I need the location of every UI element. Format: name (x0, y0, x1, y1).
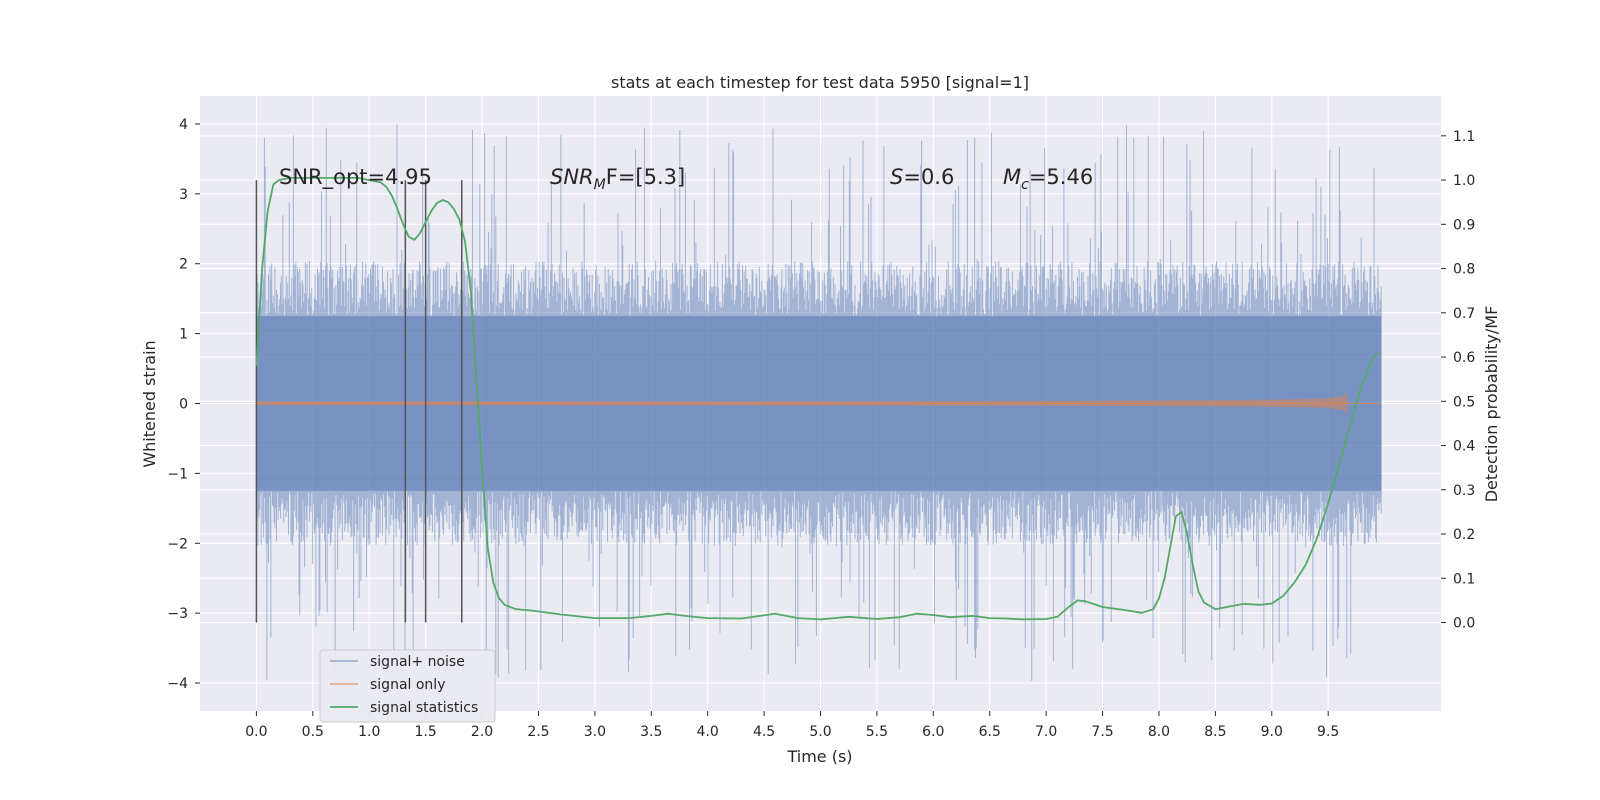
y-right-tick-label: 1.1 (1453, 129, 1475, 145)
y-right-tick-label: 0.2 (1453, 527, 1475, 543)
x-tick-label: 1.5 (415, 724, 437, 740)
y-left-tick-label: 0 (179, 397, 188, 413)
x-tick-label: 8.5 (1204, 724, 1226, 740)
chirp-envelope (256, 392, 1348, 413)
x-tick-label: 0.5 (302, 724, 324, 740)
x-tick-label: 1.0 (358, 724, 380, 740)
y-left-tick-label: −3 (167, 606, 188, 622)
y-left-tick-label: −4 (167, 676, 188, 692)
x-tick-label: 0.0 (245, 724, 267, 740)
statistics-line (255, 176, 1380, 621)
y-right-tick-label: 0.9 (1453, 217, 1475, 233)
legend-label-signal-noise: signal+ noise (370, 654, 465, 670)
x-tick-label: 9.0 (1261, 724, 1283, 740)
annotation-s-val: =0.6 (903, 165, 954, 189)
x-tick-label: 5.5 (866, 724, 888, 740)
x-tick-label: 7.5 (1091, 724, 1113, 740)
y-right-tick-label: 0.3 (1453, 483, 1475, 499)
annotation-mc-val: =5.46 (1029, 165, 1093, 189)
x-tick-label: 6.5 (979, 724, 1001, 740)
y-ticks-right: 1.1 1.0 0.9 0.8 0.7 0.6 0.5 0.4 0.3 0.2 0.1 0.0 (1441, 129, 1475, 632)
y-ticks-left: 4 3 2 1 0 −1 −2 −3 −4 (167, 117, 200, 692)
legend-label-signal-only: signal only (370, 677, 445, 693)
y-right-tick-label: 0.6 (1453, 350, 1475, 366)
y-right-tick-label: 0.0 (1453, 616, 1475, 632)
y-right-tick-label: 1.0 (1453, 173, 1475, 189)
chart-title: stats at each timestep for test data 595… (611, 73, 1029, 92)
series-signal-statistics (255, 176, 1380, 621)
y-left-tick-label: −2 (167, 536, 188, 552)
legend-box (319, 649, 496, 723)
legend-label-signal-statistics: signal statistics (370, 700, 478, 716)
annotation-snr-mf-tail: F=[5.3] (606, 165, 685, 189)
annotation-mc: Mc=5.46 (1003, 165, 1093, 193)
y-right-tick-label: 0.5 (1453, 394, 1475, 410)
x-tick-label: 3.0 (584, 724, 606, 740)
x-tick-label: 2.0 (471, 724, 493, 740)
y-right-tick-label: 0.4 (1453, 439, 1475, 455)
y-right-tick-label: 0.7 (1453, 306, 1475, 322)
y-left-tick-label: 4 (179, 117, 188, 133)
legend: signal+ noise signal only signal statist… (319, 649, 496, 723)
y-left-tick-label: 1 (179, 327, 188, 343)
x-tick-label: 9.5 (1317, 724, 1339, 740)
annotation-snr-mf: SNRMF=[5.3] (550, 165, 685, 193)
x-tick-label: 2.5 (527, 724, 549, 740)
y-axis-label-right: Detection probability/MF (1482, 306, 1501, 503)
x-tick-label: 3.5 (640, 724, 662, 740)
annotation-mc-sub: c (1021, 177, 1029, 193)
x-tick-label: 4.0 (697, 724, 719, 740)
annotation-snr-opt: SNR_opt=4.95 (279, 165, 432, 190)
y-right-tick-label: 0.1 (1453, 571, 1475, 587)
annotation-snr-mf-sub: M (594, 177, 606, 193)
x-tick-label: 4.5 (753, 724, 775, 740)
x-tick-label: 8.0 (1148, 724, 1170, 740)
x-ticks: 0.0 0.5 1.0 1.5 2.0 2.5 3.0 3.5 4.0 4.5 5.0 5.5 6.0 6… (245, 711, 1339, 740)
annotation-mc-main: M (1003, 165, 1021, 189)
y-left-tick-label: 2 (179, 257, 188, 273)
annotation-s-var: S (890, 165, 903, 189)
annotation-s: S=0.6 (890, 165, 954, 189)
y-axis-label-left: Whitened strain (140, 340, 159, 467)
annotation-snr-mf-main: SNR (550, 165, 594, 189)
y-right-tick-label: 0.8 (1453, 262, 1475, 278)
x-axis-label: Time (s) (786, 747, 852, 766)
y-left-tick-label: −1 (167, 466, 188, 482)
x-tick-label: 5.0 (809, 724, 831, 740)
y-left-tick-label: 3 (179, 187, 188, 203)
x-tick-label: 7.0 (1035, 724, 1057, 740)
series-signal-only (256, 392, 1382, 413)
x-tick-label: 6.0 (922, 724, 944, 740)
vertical-markers (255, 180, 463, 623)
